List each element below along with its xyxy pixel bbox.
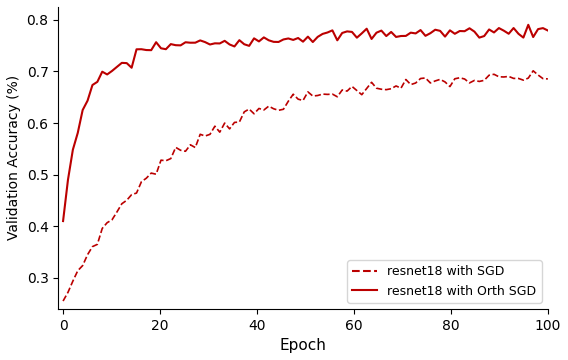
resnet18 with SGD — [520, 78, 527, 82]
resnet18 with Orth SGD — [520, 35, 527, 40]
resnet18 with SGD — [349, 84, 356, 89]
Line: resnet18 with Orth SGD: resnet18 with Orth SGD — [63, 25, 548, 221]
resnet18 with Orth SGD — [153, 40, 160, 44]
resnet18 with Orth SGD — [349, 30, 356, 34]
resnet18 with SGD — [530, 69, 537, 73]
resnet18 with Orth SGD — [506, 32, 512, 36]
X-axis label: Epoch: Epoch — [279, 338, 327, 353]
resnet18 with SGD — [172, 145, 179, 149]
resnet18 with SGD — [60, 299, 66, 303]
resnet18 with SGD — [545, 77, 552, 81]
resnet18 with SGD — [310, 94, 316, 98]
resnet18 with Orth SGD — [525, 23, 532, 27]
resnet18 with Orth SGD — [60, 219, 66, 223]
Line: resnet18 with SGD: resnet18 with SGD — [63, 71, 548, 301]
resnet18 with Orth SGD — [172, 43, 179, 48]
resnet18 with Orth SGD — [310, 40, 316, 44]
resnet18 with SGD — [506, 74, 512, 78]
resnet18 with Orth SGD — [545, 28, 552, 33]
resnet18 with SGD — [153, 172, 160, 176]
Legend: resnet18 with SGD, resnet18 with Orth SGD: resnet18 with SGD, resnet18 with Orth SG… — [348, 260, 542, 302]
Y-axis label: Validation Accuracy (%): Validation Accuracy (%) — [7, 75, 21, 240]
